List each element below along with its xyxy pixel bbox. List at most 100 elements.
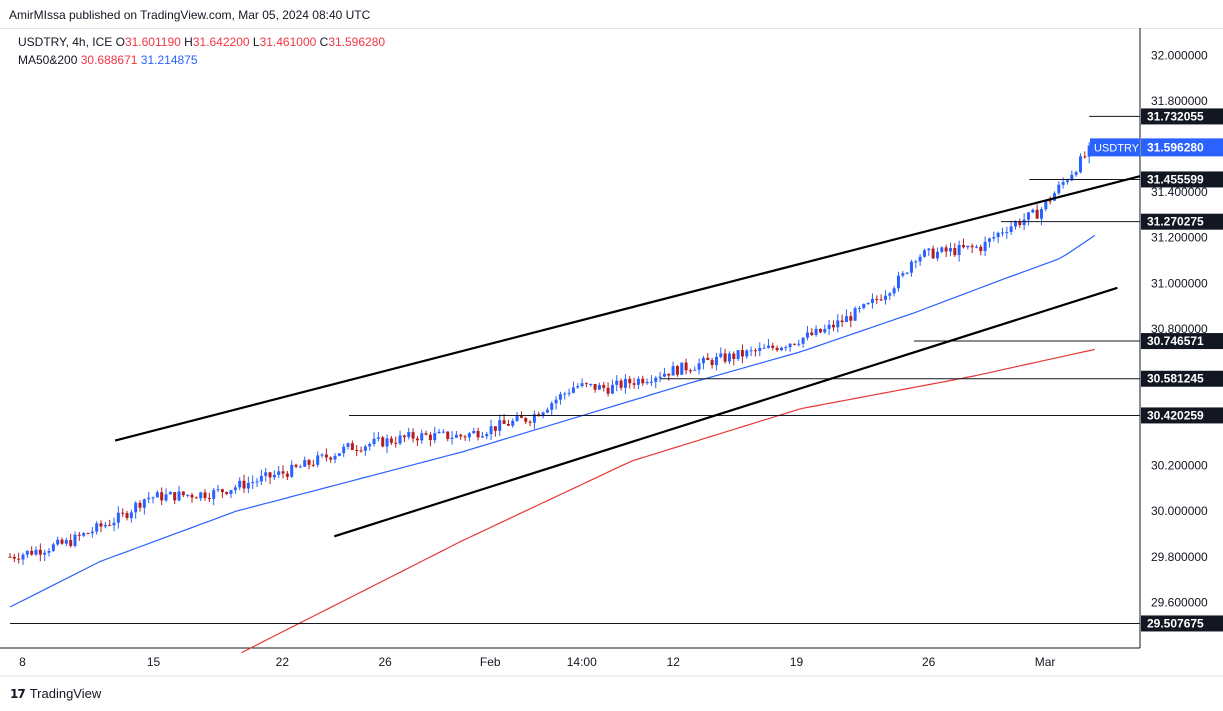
candle-body bbox=[667, 373, 671, 376]
candle-body bbox=[602, 384, 606, 388]
candle-body bbox=[1074, 172, 1078, 175]
y-tick-label: 31.400000 bbox=[1151, 185, 1208, 199]
candle-body bbox=[376, 437, 380, 439]
candle-body bbox=[121, 512, 125, 514]
candle-body bbox=[766, 345, 770, 348]
candle-body bbox=[1083, 156, 1087, 158]
candle-body bbox=[186, 494, 190, 496]
candle-body bbox=[875, 298, 879, 300]
candle-body bbox=[467, 433, 471, 438]
candle-body bbox=[359, 450, 363, 452]
candle-body bbox=[862, 304, 866, 309]
candle-body bbox=[753, 350, 757, 352]
candle-body bbox=[402, 435, 406, 438]
candle-body bbox=[567, 392, 571, 394]
candle-body bbox=[888, 293, 892, 296]
candle-body bbox=[740, 350, 744, 357]
candle-body bbox=[329, 457, 333, 460]
candle-body bbox=[558, 394, 562, 400]
horizontal-levels: 31.732055 31.455599 31.270275 30.746571 30.5… bbox=[10, 108, 1223, 632]
candle-body bbox=[168, 492, 172, 495]
candle-body bbox=[909, 261, 913, 273]
candle-body bbox=[927, 248, 931, 251]
candle-body bbox=[177, 491, 181, 501]
price-axis[interactable]: 32.000000 31.800000 31.400000 31.200000 31.0… bbox=[1151, 48, 1208, 609]
candle-body bbox=[151, 497, 155, 499]
candle-body bbox=[563, 393, 567, 395]
candle-body bbox=[680, 362, 684, 375]
candle-body bbox=[498, 420, 502, 431]
ma50-line bbox=[9, 234, 1096, 608]
x-tick-label: 15 bbox=[147, 655, 161, 669]
candle-body bbox=[1057, 184, 1061, 194]
candles bbox=[8, 142, 1140, 565]
y-tick-label: 32.000000 bbox=[1151, 48, 1208, 62]
ma200-value: 31.214875 bbox=[140, 53, 198, 67]
candle-body bbox=[441, 431, 445, 433]
candle-body bbox=[147, 497, 151, 500]
level-label-text: 31.455599 bbox=[1147, 172, 1204, 186]
candle-body bbox=[849, 316, 853, 321]
candle-body bbox=[142, 499, 146, 508]
candle-body bbox=[779, 347, 783, 351]
candle-body bbox=[411, 432, 415, 439]
ma-legend-line: MA50&200 30.688671 31.214875 bbox=[18, 52, 385, 68]
candle-body bbox=[948, 248, 952, 252]
ma-label: MA50&200 bbox=[18, 53, 78, 67]
candle-body bbox=[264, 472, 268, 476]
candle-body bbox=[480, 436, 484, 438]
candle-body bbox=[485, 434, 489, 437]
candle-body bbox=[723, 353, 727, 362]
candle-body bbox=[879, 299, 883, 301]
candle-body bbox=[73, 534, 77, 546]
candle-body bbox=[896, 275, 900, 289]
y-tick-label: 29.600000 bbox=[1151, 595, 1208, 609]
candle-body bbox=[281, 471, 285, 474]
candle-body bbox=[433, 433, 437, 441]
candle-body bbox=[160, 492, 164, 501]
candle-body bbox=[931, 248, 935, 259]
candle-body bbox=[745, 350, 749, 357]
candle-body bbox=[212, 490, 216, 499]
candle-body bbox=[792, 343, 796, 345]
level-label-box bbox=[1141, 108, 1223, 125]
footer-brand[interactable]: 17 TradingView bbox=[10, 686, 101, 701]
candle-body bbox=[697, 363, 701, 370]
ma200-path bbox=[241, 348, 1095, 654]
candle-body bbox=[489, 426, 493, 435]
candle-body bbox=[129, 512, 133, 518]
candle-body bbox=[51, 544, 55, 551]
y-tick-label: 31.000000 bbox=[1151, 276, 1208, 290]
candle-body bbox=[190, 494, 194, 498]
candle-body bbox=[459, 434, 463, 437]
candle-body bbox=[589, 383, 593, 385]
candle-body bbox=[974, 246, 978, 248]
candle-body bbox=[528, 421, 532, 423]
candle-body bbox=[584, 383, 588, 385]
candle-body bbox=[966, 245, 970, 248]
symbol-info: USDTRY, 4h, ICE bbox=[18, 35, 113, 49]
chart-plot-area[interactable] bbox=[0, 28, 1223, 677]
candle-body bbox=[82, 533, 86, 536]
candle-body bbox=[597, 384, 601, 390]
candle-body bbox=[25, 550, 29, 555]
candle-body bbox=[173, 492, 177, 501]
candle-body bbox=[1061, 182, 1065, 185]
level-label-box bbox=[1141, 333, 1223, 350]
level-label-box bbox=[1141, 370, 1223, 387]
candle-body bbox=[398, 435, 402, 444]
candle-body bbox=[207, 498, 211, 500]
candle-body bbox=[749, 350, 753, 352]
last-price-text: 31.596280 bbox=[1147, 140, 1204, 154]
candle-body bbox=[814, 328, 818, 335]
candle-body bbox=[641, 378, 645, 384]
candle-body bbox=[43, 552, 47, 555]
candle-body bbox=[693, 369, 697, 371]
x-tick-label: 22 bbox=[276, 655, 290, 669]
y-tick-label: 30.000000 bbox=[1151, 504, 1208, 518]
trendline bbox=[333, 286, 1118, 538]
candle-body bbox=[268, 472, 272, 478]
candle-body bbox=[138, 502, 142, 508]
time-axis[interactable]: 8 15 22 26 Feb 14:00 12 19 26 Mar bbox=[19, 655, 1055, 669]
